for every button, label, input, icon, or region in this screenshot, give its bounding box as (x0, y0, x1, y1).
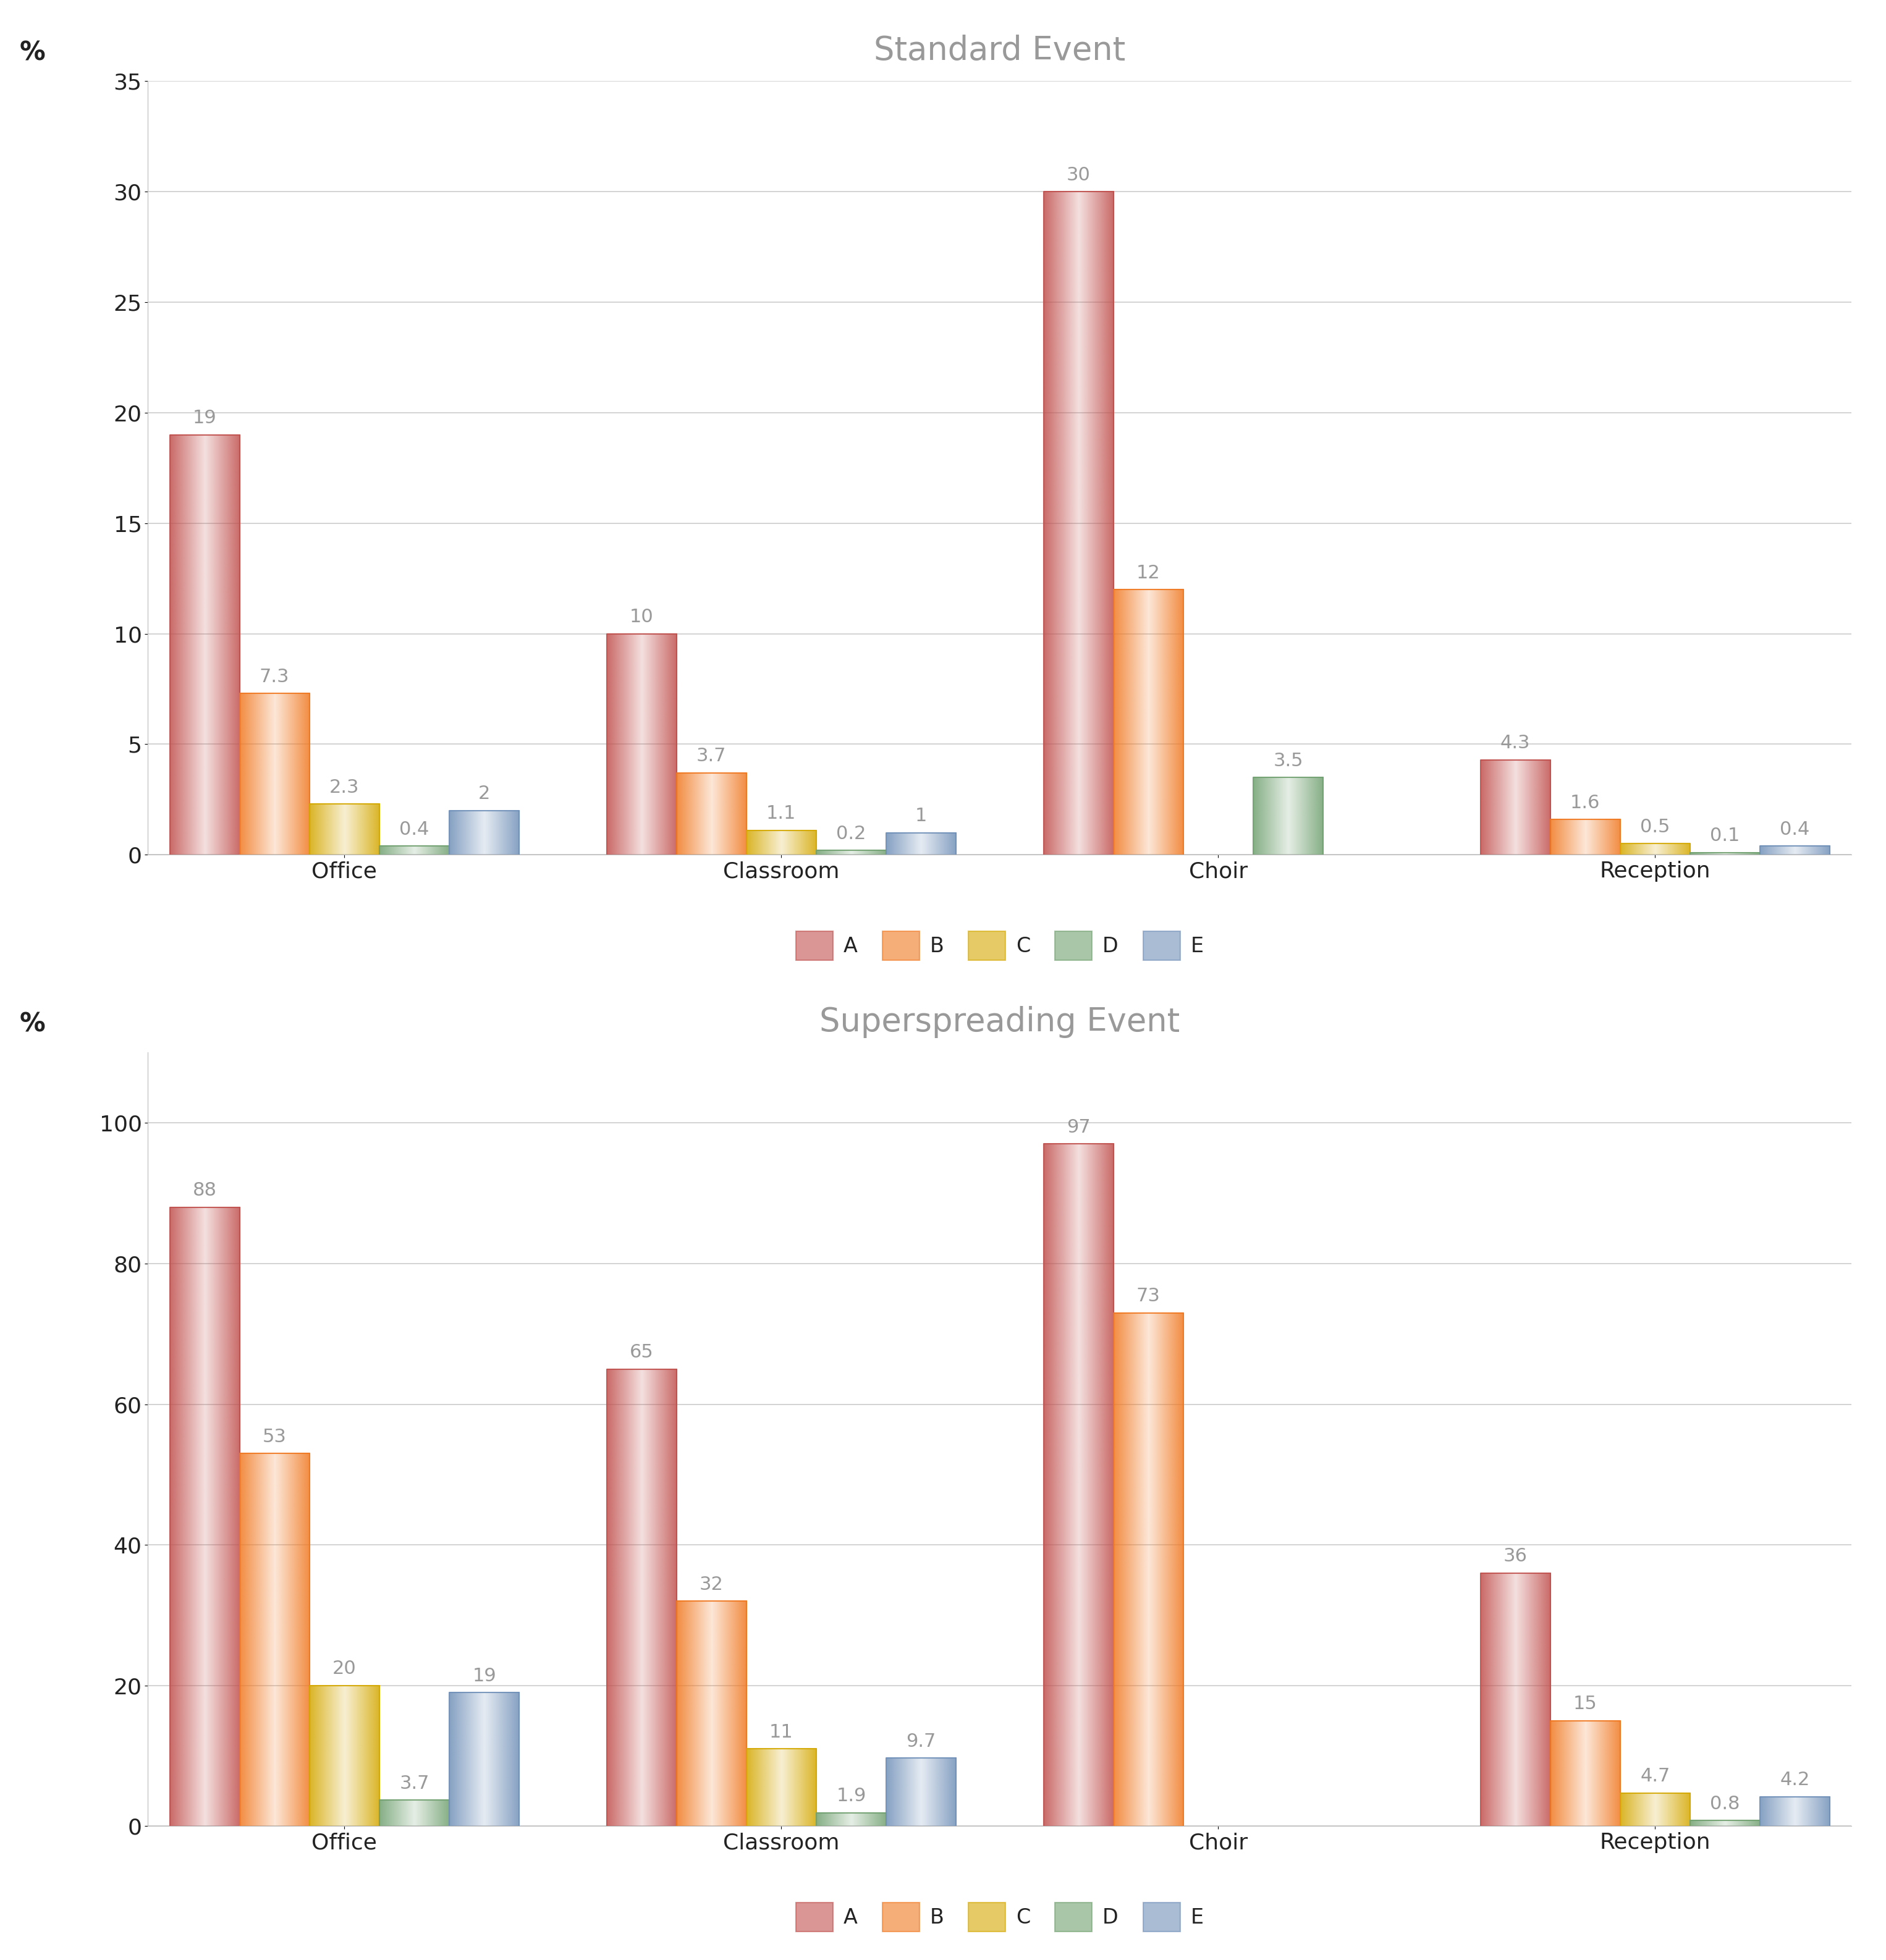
Text: 32: 32 (700, 1576, 724, 1593)
Text: 0.2: 0.2 (835, 825, 866, 843)
Text: 12: 12 (1137, 564, 1160, 582)
Title: Superspreading Event: Superspreading Event (820, 1005, 1181, 1039)
Text: 36: 36 (1503, 1546, 1528, 1566)
Text: 0.4: 0.4 (400, 821, 430, 839)
Text: 53: 53 (262, 1427, 287, 1446)
Legend: A, B, C, D, E: A, B, C, D, E (788, 923, 1211, 968)
Text: 1: 1 (915, 808, 928, 825)
Text: 65: 65 (630, 1343, 653, 1362)
Text: 0.8: 0.8 (1711, 1795, 1741, 1813)
Text: 1.1: 1.1 (766, 806, 796, 823)
Text: 9.7: 9.7 (905, 1733, 935, 1750)
Text: 3.7: 3.7 (400, 1774, 430, 1793)
Text: 97: 97 (1066, 1119, 1090, 1137)
Text: 30: 30 (1066, 167, 1090, 184)
Text: 0.5: 0.5 (1641, 817, 1669, 837)
Title: Standard Event: Standard Event (873, 35, 1126, 67)
Text: 15: 15 (1573, 1695, 1597, 1713)
Text: 1.6: 1.6 (1571, 794, 1599, 811)
Text: %: % (19, 39, 45, 65)
Text: %: % (19, 1011, 45, 1037)
Text: 10: 10 (630, 608, 653, 625)
Text: 73: 73 (1135, 1288, 1160, 1305)
Text: 1.9: 1.9 (835, 1788, 866, 1805)
Text: 0.1: 0.1 (1711, 827, 1741, 845)
Text: 2: 2 (479, 784, 490, 804)
Text: 19: 19 (192, 410, 217, 427)
Text: 88: 88 (192, 1182, 217, 1200)
Text: 19: 19 (472, 1666, 496, 1686)
Text: 3.5: 3.5 (1273, 753, 1303, 770)
Text: 4.3: 4.3 (1499, 735, 1530, 753)
Legend: A, B, C, D, E: A, B, C, D, E (788, 1893, 1211, 1940)
Text: 0.4: 0.4 (1780, 821, 1811, 839)
Text: 2.3: 2.3 (330, 778, 360, 796)
Text: 20: 20 (332, 1660, 356, 1678)
Text: 11: 11 (769, 1723, 794, 1740)
Text: 3.7: 3.7 (696, 747, 726, 764)
Text: 7.3: 7.3 (260, 668, 290, 686)
Text: 4.7: 4.7 (1641, 1768, 1669, 1786)
Text: 4.2: 4.2 (1780, 1772, 1811, 1789)
